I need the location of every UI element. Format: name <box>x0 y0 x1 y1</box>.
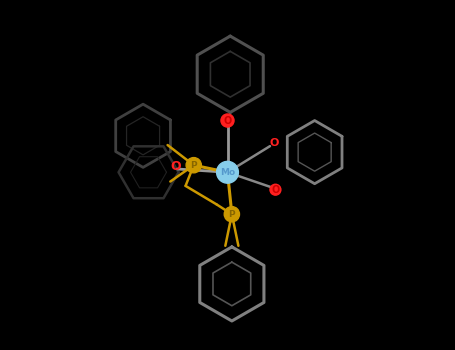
Text: O: O <box>270 138 279 148</box>
Text: O: O <box>271 185 279 195</box>
Circle shape <box>217 161 238 183</box>
Text: O: O <box>223 116 232 126</box>
Circle shape <box>224 206 239 222</box>
Text: O: O <box>170 160 181 173</box>
Circle shape <box>186 158 202 173</box>
Text: P: P <box>190 161 197 170</box>
Circle shape <box>270 184 281 195</box>
Circle shape <box>221 114 234 127</box>
Text: P: P <box>228 210 235 219</box>
Text: Mo: Mo <box>220 168 235 177</box>
